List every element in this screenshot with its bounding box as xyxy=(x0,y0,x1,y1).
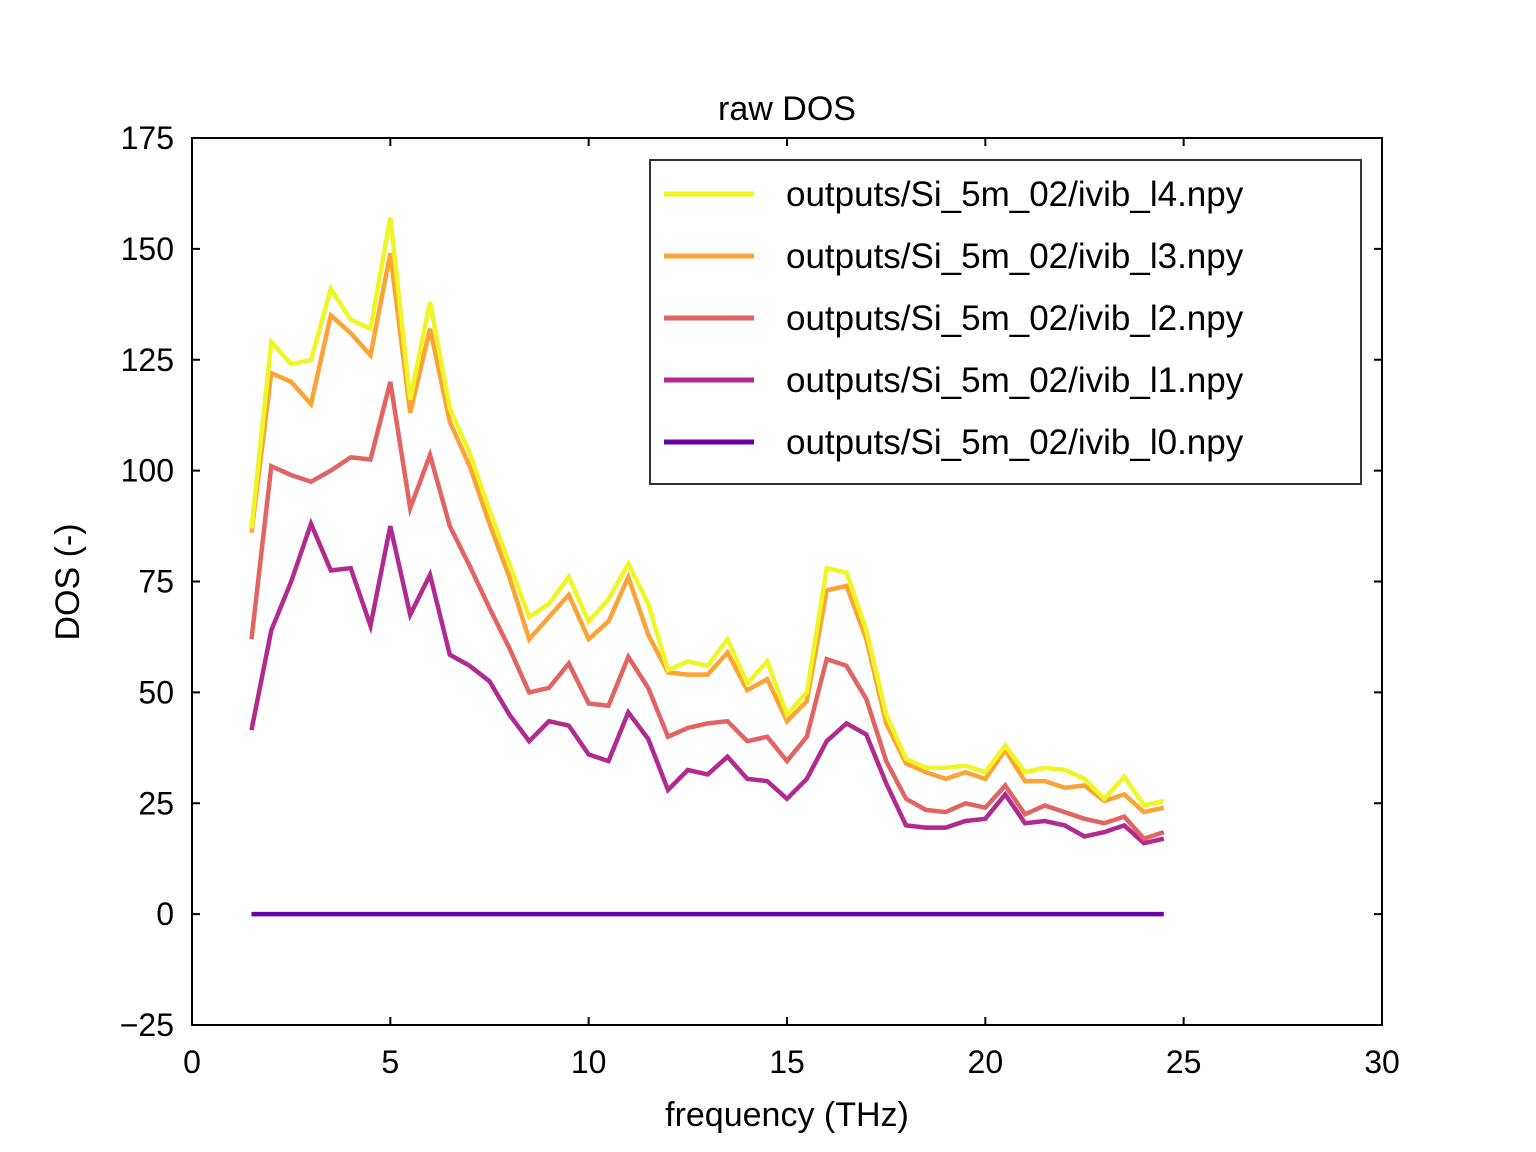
x-tick-label: 30 xyxy=(1364,1044,1400,1080)
chart-title: raw DOS xyxy=(718,90,856,128)
y-tick-label: 25 xyxy=(138,785,174,821)
series-line xyxy=(249,381,1165,842)
y-tick-label: 50 xyxy=(138,674,174,710)
legend-box xyxy=(649,159,1362,485)
legend-label: outputs/Si_5m_02/ivib_l4.npy xyxy=(786,175,1244,214)
series-line xyxy=(249,217,1165,809)
y-tick-label: 125 xyxy=(121,342,174,378)
legend-label: outputs/Si_5m_02/ivib_l0.npy xyxy=(786,423,1244,462)
y-tick-label: 175 xyxy=(121,120,174,156)
legend-label: outputs/Si_5m_02/ivib_l2.npy xyxy=(786,299,1244,338)
x-tick-label: 10 xyxy=(571,1044,607,1080)
x-tick-label: 5 xyxy=(381,1044,399,1080)
y-tick-label: −25 xyxy=(120,1007,174,1043)
legend: outputs/Si_5m_02/ivib_l4.npy outputs/Si_5… xyxy=(649,159,1362,485)
series-layer xyxy=(249,217,1165,917)
x-axis-title: frequency (THz) xyxy=(665,1096,909,1134)
y-tick-label: 75 xyxy=(138,564,174,600)
legend-label: outputs/Si_5m_02/ivib_l3.npy xyxy=(786,237,1244,276)
legend-label: outputs/Si_5m_02/ivib_l1.npy xyxy=(786,361,1244,400)
y-axis-title: DOS (-) xyxy=(49,523,87,640)
y-tick-label: 150 xyxy=(121,231,174,267)
y-tick-label: 0 xyxy=(156,896,174,932)
x-tick-label: 0 xyxy=(183,1044,201,1080)
series-line xyxy=(249,252,1165,815)
x-tick-label: 20 xyxy=(968,1044,1004,1080)
y-tick-label: 100 xyxy=(121,453,174,489)
x-tick-label: 25 xyxy=(1166,1044,1202,1080)
x-tick-label: 15 xyxy=(769,1044,805,1080)
series-line xyxy=(249,517,1165,846)
